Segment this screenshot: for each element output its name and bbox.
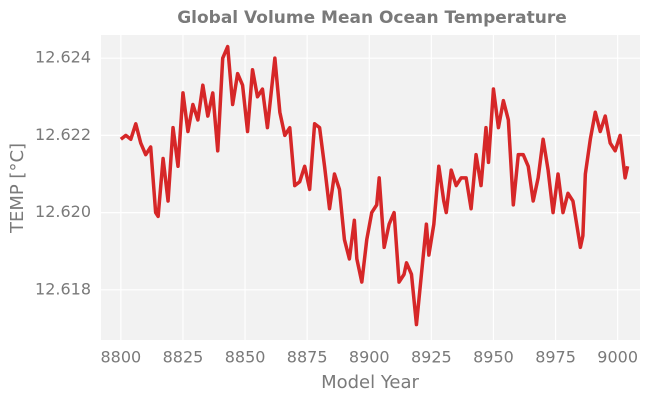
y-tick-label: 12.618 [35, 279, 91, 298]
x-tick-label: 8850 [225, 348, 266, 367]
chart-title: Global Volume Mean Ocean Temperature [177, 8, 567, 28]
x-tick-label: 9000 [597, 348, 638, 367]
y-axis-title: TEMP [°C] [7, 143, 28, 234]
x-tick-label: 8925 [411, 348, 452, 367]
x-tick-label: 8875 [287, 348, 328, 367]
y-tick-label: 12.624 [35, 48, 91, 67]
x-tick-label: 8900 [349, 348, 390, 367]
x-tick-label: 8975 [535, 348, 576, 367]
x-tick-label: 8800 [101, 348, 142, 367]
y-tick-label: 12.622 [35, 125, 91, 144]
x-tick-label: 8825 [163, 348, 204, 367]
data-line [119, 44, 630, 327]
x-axis-title: Model Year [321, 372, 419, 393]
y-tick-label: 12.620 [35, 202, 91, 221]
x-tick-label: 8950 [473, 348, 514, 367]
